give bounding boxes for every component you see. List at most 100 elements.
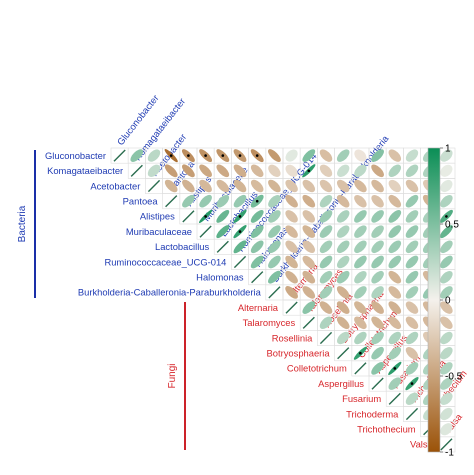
cell-muribaculaceae-trichoderma — [405, 225, 419, 238]
cell-lactobacillus-botryosphaeria — [336, 240, 350, 254]
cell-aspergillus-valsa — [440, 377, 453, 390]
cell-alistipes-trichoderma — [405, 210, 419, 223]
cell-gluconobacter-aspergillus — [371, 149, 384, 162]
cell-alistipes-fusarium — [388, 210, 402, 223]
cell-alternaria-rosellinia — [319, 301, 333, 314]
colorbar: 1 0.5 0 -0.5 -1 — [427, 144, 463, 459]
cell-acetobacter-lactobacillus — [216, 179, 230, 193]
cell-muribaculaceae-valsa — [439, 225, 453, 239]
cell-aspergillus-fusarium — [388, 377, 402, 390]
cell-pantoea-alternaria — [285, 194, 298, 208]
cell-alistipes-talaromyces — [302, 210, 316, 223]
cell-ruminococcaceae-ucg-014-talaromyces — [302, 255, 316, 269]
correlation-cells — [113, 149, 453, 451]
cell-muribaculaceae-rosellinia — [319, 225, 333, 238]
cell-alternaria-botryosphaeria — [336, 301, 350, 314]
cell-komagataeibacter-valsa — [440, 164, 453, 177]
cell-pantoea-colletotrichum — [354, 194, 367, 208]
cell-talaromyces-trichoderma — [405, 316, 419, 330]
cell-botryosphaeria-valsa — [440, 347, 453, 360]
significance-dot — [445, 215, 448, 218]
colorbar-tick-label: -0.5 — [445, 372, 463, 383]
row-label-aspergillus: Aspergillus — [318, 378, 364, 389]
cell-burkholderia-caballeronia-paraburkholderia-talaromyces — [302, 286, 316, 299]
cell-alistipes-botryosphaeria — [336, 210, 350, 223]
diagonal-mark-aspergillus — [371, 377, 384, 390]
row-label-pantoea: Pantoea — [123, 196, 159, 207]
cell-alistipes-aspergillus — [371, 210, 384, 223]
cell-pantoea-valsa — [440, 194, 453, 208]
cell-rosellinia-valsa — [440, 331, 453, 345]
cell-pantoea-botryosphaeria — [336, 194, 350, 208]
cell-muribaculaceae-botryosphaeria — [336, 225, 350, 238]
cell-pantoea-muribaculaceae — [199, 194, 212, 208]
cell-ruminococcaceae-ucg-014-aspergillus — [371, 255, 384, 269]
cell-rosellinia-colletotrichum — [354, 331, 367, 345]
cell-pantoea-rosellinia — [319, 194, 333, 208]
cell-alternaria-aspergillus — [371, 301, 384, 314]
colorbar-tick-label: 0 — [445, 296, 451, 307]
row-label-komagataeibacter: Komagataeibacter — [47, 165, 123, 176]
row-label-alternaria: Alternaria — [238, 302, 279, 313]
cell-komagataeibacter-alistipes — [182, 164, 195, 178]
cell-fusarium-valsa — [440, 392, 453, 405]
cell-gluconobacter-rosellinia — [319, 149, 333, 162]
cell-gluconobacter-valsa — [440, 149, 453, 162]
cell-muribaculaceae-aspergillus — [371, 225, 384, 238]
cell-burkholderia-caballeronia-paraburkholderia-valsa — [440, 286, 453, 299]
cell-halomonas-alternaria — [285, 270, 298, 284]
significance-dot — [204, 154, 207, 157]
cell-burkholderia-caballeronia-paraburkholderia-fusarium — [388, 286, 402, 299]
significance-dot — [255, 154, 259, 157]
group-annotations: Bacteria Fungi — [17, 150, 186, 450]
cell-muribaculaceae-alternaria — [285, 225, 298, 238]
cell-halomonas-fusarium — [388, 270, 402, 284]
cell-ruminococcaceae-ucg-014-trichoderma — [405, 255, 419, 269]
cell-acetobacter-burkholderia-caballeronia-paraburkholderia — [268, 179, 281, 193]
row-label-trichothecium: Trichothecium — [357, 424, 416, 435]
cell-botryosphaeria-aspergillus — [371, 346, 384, 360]
row-label-lactobacillus: Lactobacillus — [155, 241, 210, 252]
significance-dot — [255, 199, 259, 203]
cell-fusarium-trichoderma — [405, 392, 419, 405]
cell-pantoea-alistipes — [182, 194, 195, 208]
cell-komagataeibacter-botryosphaeria — [337, 164, 350, 177]
colorbar-gradient — [427, 147, 441, 453]
row-label-ruminococcaceae-ucg-014: Ruminococcaceae_UCG-014 — [104, 256, 226, 267]
cell-gluconobacter-komagataeibacter — [130, 149, 144, 162]
cell-muribaculaceae-talaromyces — [302, 225, 316, 238]
cell-alistipes-colletotrichum — [354, 210, 367, 223]
row-label-muribaculaceae: Muribaculaceae — [126, 226, 192, 237]
diagonal-mark-ruminococcaceae-ucg-014 — [233, 255, 247, 269]
cell-ruminococcaceae-ucg-014-botryosphaeria — [336, 255, 350, 269]
cell-pantoea-burkholderia-caballeronia-paraburkholderia — [268, 194, 281, 208]
significance-dot — [238, 154, 242, 157]
cell-halomonas-talaromyces — [302, 270, 316, 284]
cell-rosellinia-aspergillus — [371, 331, 384, 345]
cell-acetobacter-pantoea — [164, 179, 178, 193]
cell-halomonas-valsa — [440, 270, 453, 284]
row-label-botryosphaeria: Botryosphaeria — [267, 348, 331, 359]
cell-colletotrichum-trichoderma — [405, 362, 419, 375]
diagonal-mark-komagataeibacter — [130, 164, 143, 177]
cell-komagataeibacter-pantoea — [164, 164, 178, 178]
cell-acetobacter-alternaria — [285, 179, 298, 193]
cell-acetobacter-fusarium — [388, 179, 401, 193]
significance-dot — [410, 382, 414, 385]
diagonal-mark-muribaculaceae — [199, 225, 212, 238]
diagonal-mark-alternaria — [285, 301, 298, 314]
cell-acetobacter-botryosphaeria — [336, 179, 350, 193]
cell-komagataeibacter-fusarium — [388, 164, 402, 178]
cell-acetobacter-trichoderma — [405, 179, 419, 193]
cell-acetobacter-colletotrichum — [354, 179, 367, 193]
row-label-burkholderia-caballeronia-paraburkholderia: Burkholderia-Caballeronia-Paraburkholder… — [78, 287, 262, 298]
cell-pantoea-aspergillus — [371, 194, 384, 208]
significance-dot — [169, 154, 173, 157]
cell-alternaria-valsa — [440, 301, 453, 314]
colorbar-tick-label: 0.5 — [445, 220, 459, 231]
cell-botryosphaeria-fusarium — [388, 346, 402, 360]
significance-dot — [359, 351, 362, 355]
diagonal-mark-talaromyces — [302, 316, 315, 329]
cell-botryosphaeria-trichoderma — [405, 346, 419, 360]
